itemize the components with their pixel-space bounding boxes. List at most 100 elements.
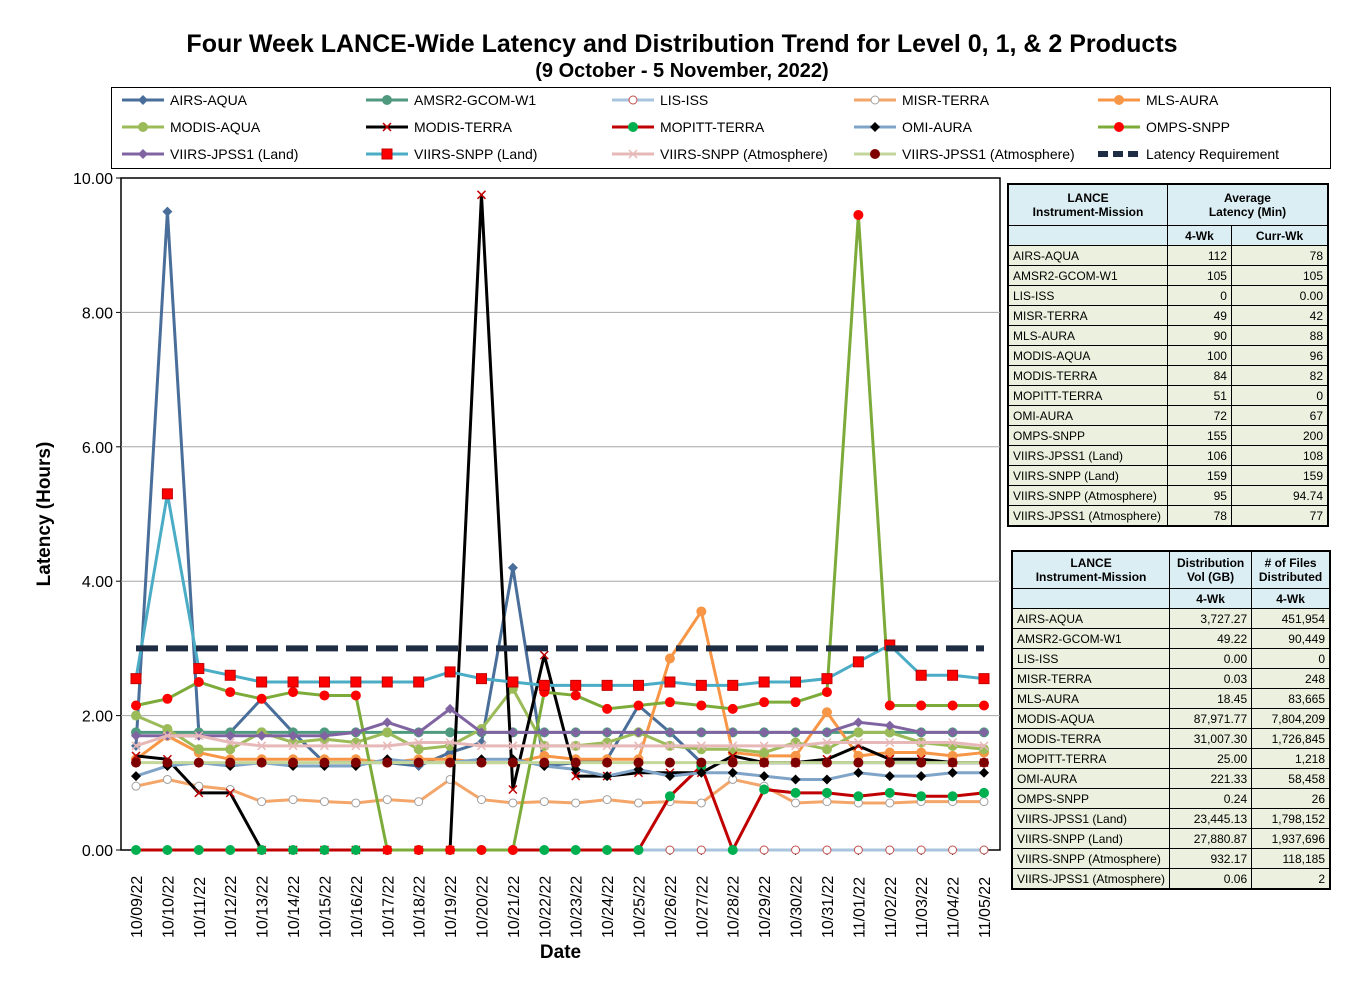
data-point bbox=[853, 767, 864, 778]
data-point bbox=[602, 845, 613, 855]
data-point bbox=[225, 788, 235, 798]
data-point bbox=[224, 669, 236, 681]
data-point bbox=[476, 845, 487, 855]
row-volume: 0.03 bbox=[1169, 668, 1253, 689]
data-point bbox=[350, 690, 361, 701]
data-point bbox=[131, 710, 141, 721]
data-point bbox=[979, 845, 989, 855]
row-volume: 18.45 bbox=[1169, 688, 1253, 709]
x-tick-label: 10/11/22 bbox=[192, 877, 209, 938]
data-point bbox=[602, 757, 613, 768]
legend-marker bbox=[628, 95, 638, 105]
data-point bbox=[602, 741, 612, 751]
x-tick-label: 10/10/22 bbox=[160, 876, 177, 938]
table-row: MISR-TERRA 0.03 248 bbox=[1011, 668, 1331, 689]
data-point bbox=[791, 741, 801, 751]
series-line bbox=[135, 607, 985, 765]
row-volume: 0.06 bbox=[1169, 868, 1253, 890]
data-point bbox=[319, 690, 330, 701]
data-point bbox=[664, 697, 675, 708]
data-point bbox=[225, 757, 236, 768]
legend-label: AIRS-AQUA bbox=[170, 92, 248, 108]
row-4wk-latency: 90 bbox=[1167, 325, 1232, 346]
row-volume: 0.00 bbox=[1169, 648, 1253, 669]
data-point bbox=[947, 700, 958, 711]
row-files: 248 bbox=[1251, 668, 1331, 689]
legend-item: MLS-AURA bbox=[1096, 90, 1218, 110]
data-point bbox=[319, 797, 329, 807]
data-point bbox=[884, 757, 895, 768]
legend-item: OMI-AURA bbox=[852, 117, 972, 137]
row-4wk-latency: 155 bbox=[1167, 425, 1232, 446]
x-tick-label: 10/09/22 bbox=[129, 876, 146, 938]
dist-header-volume: Distribution Vol (GB) bbox=[1169, 550, 1253, 589]
data-point bbox=[884, 727, 895, 738]
legend-item: VIIRS-JPSS1 (Atmosphere) bbox=[852, 144, 1075, 164]
legend-item: VIIRS-JPSS1 (Land) bbox=[120, 144, 298, 164]
data-point bbox=[131, 757, 141, 768]
legend-swatch bbox=[366, 95, 408, 105]
data-point bbox=[885, 845, 895, 855]
data-point bbox=[319, 757, 330, 768]
row-instrument: VIIRS-SNPP (Atmosphere) bbox=[1011, 848, 1171, 869]
data-point bbox=[664, 727, 675, 738]
data-point bbox=[664, 653, 675, 664]
data-point bbox=[791, 845, 801, 855]
row-instrument: VIIRS-JPSS1 (Land) bbox=[1007, 445, 1168, 466]
data-point bbox=[728, 741, 738, 751]
data-point bbox=[633, 727, 644, 738]
data-point bbox=[664, 791, 675, 802]
table-row: AIRS-AQUA 3,727.27 451,954 bbox=[1011, 608, 1331, 629]
data-point bbox=[696, 606, 707, 617]
data-point bbox=[821, 787, 832, 798]
row-curr-latency: 78 bbox=[1230, 245, 1329, 266]
data-point bbox=[570, 727, 581, 738]
data-point bbox=[821, 744, 832, 755]
data-point bbox=[759, 697, 770, 708]
table-row: MLS-AURA 18.45 83,665 bbox=[1011, 688, 1331, 709]
data-point bbox=[445, 737, 455, 748]
legend-label: VIIRS-SNPP (Land) bbox=[414, 146, 538, 162]
table-row: VIIRS-JPSS1 (Atmosphere) 0.06 2 bbox=[1011, 868, 1331, 890]
data-point bbox=[633, 741, 644, 751]
header-line: LANCE bbox=[1067, 191, 1109, 205]
legend-marker bbox=[870, 122, 880, 132]
data-point bbox=[413, 757, 424, 768]
data-point bbox=[978, 673, 990, 685]
data-point bbox=[351, 741, 361, 751]
data-point bbox=[507, 676, 519, 688]
row-files: 1,798,152 bbox=[1251, 808, 1331, 829]
data-point bbox=[131, 845, 141, 855]
legend-item: AIRS-AQUA bbox=[120, 90, 247, 110]
data-point bbox=[601, 679, 613, 691]
data-point bbox=[759, 784, 770, 795]
latency-header-instrument: LANCE Instrument-Mission bbox=[1007, 183, 1168, 226]
data-point bbox=[193, 663, 205, 675]
chart-subtitle: (9 October - 5 November, 2022) bbox=[535, 60, 829, 82]
series-viirs-snpp-atmosphere- bbox=[131, 731, 989, 751]
legend-item: AMSR2-GCOM-W1 bbox=[364, 90, 536, 110]
data-point bbox=[194, 731, 204, 741]
data-point bbox=[664, 676, 676, 688]
data-point bbox=[194, 788, 204, 798]
row-4wk-latency: 100 bbox=[1167, 345, 1232, 366]
data-point bbox=[539, 650, 549, 660]
row-volume: 25.00 bbox=[1169, 748, 1253, 769]
data-point bbox=[633, 700, 644, 711]
data-point bbox=[979, 757, 989, 768]
row-curr-latency: 77 bbox=[1230, 505, 1329, 527]
data-point bbox=[947, 669, 959, 681]
data-point bbox=[727, 757, 738, 768]
row-curr-latency: 82 bbox=[1230, 365, 1329, 386]
series-line bbox=[136, 763, 985, 854]
row-curr-latency: 0 bbox=[1230, 385, 1329, 406]
row-curr-latency: 96 bbox=[1230, 345, 1329, 366]
data-point bbox=[162, 724, 173, 735]
data-point bbox=[194, 781, 204, 791]
legend-item: MODIS-TERRA bbox=[364, 117, 512, 137]
data-point bbox=[727, 727, 738, 738]
data-point bbox=[759, 757, 770, 768]
data-point bbox=[979, 700, 989, 711]
table-row: AIRS-AQUA 112 78 bbox=[1007, 245, 1329, 266]
y-tick-label: 2.00 bbox=[82, 709, 113, 726]
